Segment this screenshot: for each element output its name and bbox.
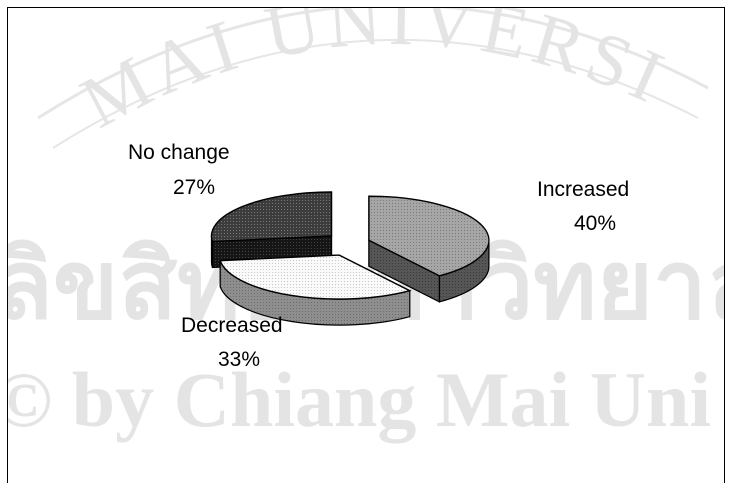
- slice-decreased-top: [219, 254, 412, 300]
- pie-chart: MAI UNIVERSI ลิขสิทธิ์มหาวิทยาลัยเชียงให…: [8, 8, 724, 443]
- watermark-copyright-text: © by Chiang Mai Uni: [8, 356, 711, 443]
- label-decreased: Decreased: [181, 314, 283, 337]
- value-label-increased: 40%: [574, 212, 616, 235]
- watermark: MAI UNIVERSI ลิขสิทธิ์มหาวิทยาลัยเชียงให…: [8, 8, 724, 443]
- chart-frame: MAI UNIVERSI ลิขสิทธิ์มหาวิทยาลัยเชียงให…: [7, 7, 725, 483]
- slice-increased-top: [368, 195, 490, 277]
- slice-decreased: [219, 254, 412, 326]
- slice-no-change-top: [210, 191, 333, 243]
- watermark-arc-text: MAI UNIVERSI: [69, 8, 680, 144]
- value-label-no-change: 27%: [173, 176, 215, 199]
- value-label-decreased: 33%: [218, 348, 260, 371]
- label-increased: Increased: [537, 178, 629, 201]
- label-no-change: No change: [128, 141, 230, 164]
- slice-increased: [368, 195, 490, 303]
- pie-slices: [210, 191, 490, 326]
